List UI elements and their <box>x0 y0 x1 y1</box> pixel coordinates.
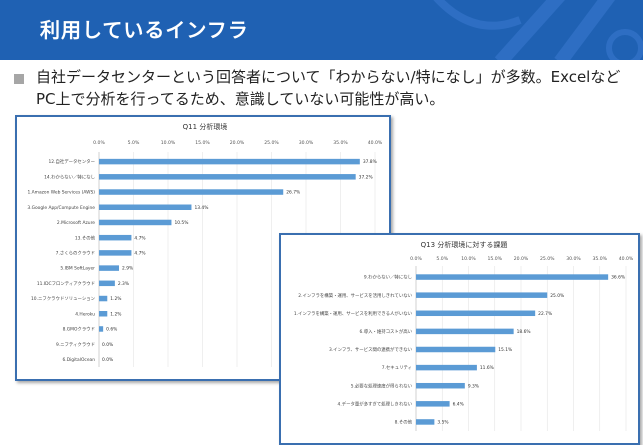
data-label: 0.0% <box>102 342 113 348</box>
bar <box>99 326 104 332</box>
data-label: 6.4% <box>453 401 464 407</box>
data-label: 10.5% <box>174 220 188 226</box>
bar <box>99 265 120 271</box>
bar <box>99 295 108 302</box>
x-tick-label: 20.0% <box>514 256 529 262</box>
category-label: 8.GMOクラウド <box>63 326 95 333</box>
x-tick-label: 0.0% <box>410 256 422 262</box>
category-label: 2.Microsoft Azure <box>57 220 95 226</box>
x-tick-label: 30.0% <box>566 256 581 262</box>
bar <box>416 364 477 371</box>
bar <box>416 346 496 353</box>
bar <box>99 250 132 256</box>
x-tick-label: 25.0% <box>264 140 279 146</box>
bar <box>416 382 465 389</box>
chart-title: Q13 分析環境に対する課題 <box>421 240 508 249</box>
bar <box>99 189 284 195</box>
category-label: 7.セキュリティ <box>382 365 412 371</box>
data-label: 2.9% <box>122 266 133 272</box>
bar <box>99 280 115 287</box>
x-tick-label: 35.0% <box>333 140 348 146</box>
x-tick-label: 5.0% <box>128 140 140 146</box>
category-label: 7.さくらのクラウド <box>56 249 95 256</box>
chart-title: Q11 分析環境 <box>183 122 228 131</box>
data-label: 15.1% <box>498 347 512 353</box>
chart-q13: Q13 分析環境に対する課題 0.0% 5.0% 10.0% 15.0% 20.0% 25.… <box>294 240 634 431</box>
category-label: 12.自社データセンター <box>49 158 96 165</box>
data-label: 3.5% <box>437 420 448 426</box>
decorative-logo-pattern <box>433 0 643 60</box>
bar <box>416 419 435 425</box>
bar <box>416 328 514 335</box>
data-label: 0.6% <box>106 327 117 333</box>
data-label: 18.6% <box>517 329 531 335</box>
bar <box>99 219 172 226</box>
data-label: 37.2% <box>359 174 373 180</box>
x-tick-label: 10.0% <box>161 140 176 146</box>
data-label: 25.0% <box>550 293 564 299</box>
category-label: 3.インフラ、サービス間の連携ができない <box>329 346 413 353</box>
x-tick-label: 40.0% <box>619 256 634 262</box>
bullet-square-icon <box>14 74 24 84</box>
category-label: 8.その他 <box>395 419 413 426</box>
category-label: 9.ニフティクラウド <box>56 341 95 348</box>
category-label: 2.インフラを構築・運用、サービスを活用しきれていない <box>298 292 412 299</box>
data-label: 1.2% <box>110 311 121 317</box>
x-tick-label: 30.0% <box>299 140 314 146</box>
x-tick-label: 5.0% <box>436 256 448 262</box>
category-label: 5.必要な処理速度が得られない <box>351 382 413 389</box>
category-label: 9.わからない／特になし <box>364 274 412 281</box>
header-banner: 利用しているインフラ <box>0 0 643 60</box>
data-label: 26.7% <box>286 190 300 196</box>
x-tick-label: 20.0% <box>230 140 245 146</box>
data-label: 4.7% <box>134 235 145 241</box>
bar <box>99 158 360 165</box>
category-label: 1.Amazon Web Services (AWS) <box>27 190 95 196</box>
category-label: 13.その他 <box>75 234 96 241</box>
x-tick-label: 25.0% <box>540 256 555 262</box>
bar <box>99 311 108 317</box>
data-label: 22.7% <box>538 311 552 317</box>
category-label: 6.導入・維持コストが高い <box>360 328 413 335</box>
data-label: 36.6% <box>611 275 625 281</box>
bar <box>416 310 536 317</box>
page-title: 利用しているインフラ <box>40 18 249 42</box>
category-label: 10.ニフクラウドソリューション <box>31 295 96 302</box>
data-label: 2.3% <box>118 281 129 287</box>
data-label: 0.0% <box>102 357 113 363</box>
data-label: 11.6% <box>480 365 494 371</box>
x-tick-label: 40.0% <box>368 140 383 146</box>
x-tick-label: 35.0% <box>592 256 607 262</box>
category-label: 5.IBM SoftLayer <box>60 266 95 272</box>
data-label: 37.8% <box>363 159 377 165</box>
category-label: 14.わからない／特になし <box>44 173 95 180</box>
category-label: 4.Heroku <box>75 311 95 317</box>
category-label: 4.データ量が多すぎて処理しきれない <box>338 400 413 407</box>
bar <box>416 274 609 280</box>
bar <box>99 204 192 210</box>
data-label: 13.4% <box>194 205 208 211</box>
x-tick-label: 15.0% <box>195 140 210 146</box>
bar <box>416 401 450 407</box>
bar <box>99 234 132 241</box>
data-label: 1.2% <box>110 296 121 302</box>
bar <box>99 174 356 180</box>
x-tick-label: 15.0% <box>487 256 502 262</box>
x-tick-label: 10.0% <box>461 256 476 262</box>
data-label: 4.7% <box>134 250 145 256</box>
x-tick-label: 0.0% <box>93 140 105 146</box>
chart-q11: Q11 分析環境 0.0% 5.0% 10.0% 15.0% 20.0% 25.0% 30.0… <box>27 122 383 367</box>
category-label: 1.インフラを構築・運用、サービスを利用できる人がいない <box>294 310 413 317</box>
category-label: 6.DigitalOcean <box>63 357 96 363</box>
body-text: 自社データセンターという回答者について「わからない/特になし」が多数。Excel… <box>36 68 621 108</box>
category-label: 3.Google App/Compute Engine <box>27 205 95 211</box>
bar <box>416 292 548 298</box>
chart-panel-q13: Q13 分析環境に対する課題 0.0% 5.0% 10.0% 15.0% 20.0% 25.… <box>279 233 640 445</box>
data-label: 9.3% <box>468 383 479 389</box>
category-label: 11.IDCフロンティアクラウド <box>37 280 95 287</box>
